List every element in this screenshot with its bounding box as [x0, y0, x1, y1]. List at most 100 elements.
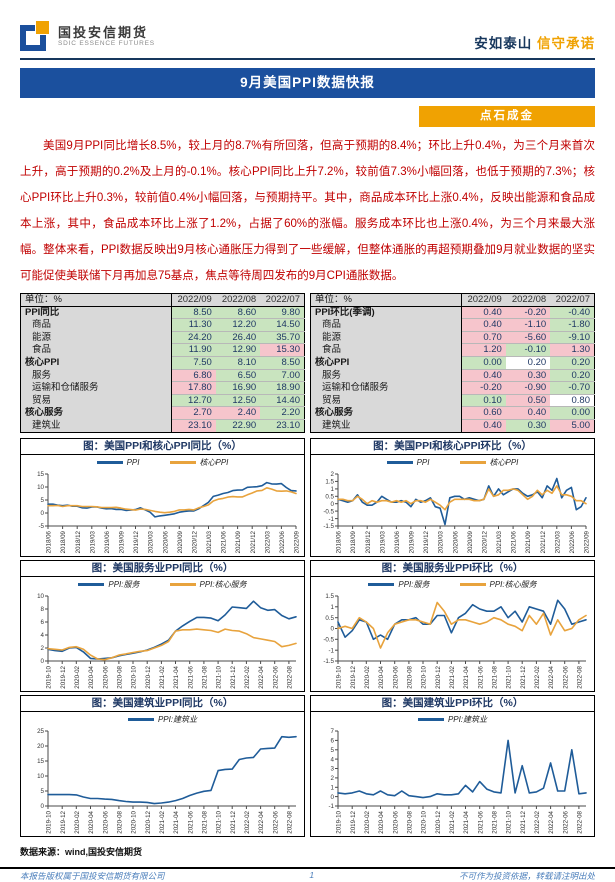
- svg-text:1: 1: [331, 784, 335, 791]
- svg-text:2021-02: 2021-02: [449, 665, 456, 688]
- svg-text:2020/09: 2020/09: [177, 530, 184, 553]
- column-header: 2022/08: [215, 293, 261, 307]
- legend-item: 核心PPI: [169, 457, 229, 468]
- svg-text:2020-02: 2020-02: [74, 665, 81, 688]
- svg-text:2021-12: 2021-12: [230, 810, 237, 833]
- svg-text:2020-12: 2020-12: [435, 665, 442, 688]
- svg-text:-1: -1: [328, 647, 334, 654]
- svg-text:2021-06: 2021-06: [187, 810, 194, 833]
- company-logo: 国投安信期货 SDIC ESSENCE FUTURES: [20, 20, 155, 52]
- svg-text:2021-04: 2021-04: [463, 665, 470, 688]
- svg-text:0: 0: [41, 510, 45, 517]
- brand-name-cn: 国投安信期货: [58, 24, 149, 40]
- svg-text:1: 1: [331, 486, 335, 493]
- table-row: 贸易 0.10 0.50 0.80: [310, 394, 595, 408]
- data-source-note: 数据来源：wind,国投安信期货: [20, 846, 142, 857]
- legend-item: PPI:服务: [368, 579, 430, 590]
- table-row: 商品 0.40 -1.10 -1.80: [310, 318, 595, 332]
- table-cell: 0.20: [550, 356, 595, 370]
- table-header-row: 单位：% 2022/09 2022/08 2022/07: [20, 293, 305, 307]
- legend-line-swatch: [78, 583, 105, 586]
- svg-text:2019/09: 2019/09: [119, 530, 126, 553]
- row-label: 商品: [310, 318, 462, 332]
- table-cell: 0.60: [461, 406, 506, 420]
- table-cell: 9.80: [260, 306, 305, 320]
- svg-text:2020/12: 2020/12: [192, 530, 199, 553]
- svg-text:2020-10: 2020-10: [131, 665, 138, 688]
- table-cell: 7.50: [171, 356, 216, 370]
- svg-text:2020-08: 2020-08: [117, 810, 124, 833]
- svg-text:2022-04: 2022-04: [548, 810, 555, 833]
- svg-text:2020-06: 2020-06: [102, 810, 109, 833]
- svg-text:2021-10: 2021-10: [216, 810, 223, 833]
- table-row: 服务 0.40 0.30 0.20: [310, 369, 595, 383]
- svg-text:2019-12: 2019-12: [350, 665, 357, 688]
- svg-text:2021-12: 2021-12: [520, 665, 527, 688]
- svg-text:2019/06: 2019/06: [394, 530, 401, 553]
- table-row: 核心服务 0.60 0.40 0.00: [310, 406, 595, 420]
- column-header: 2022/07: [260, 293, 305, 307]
- svg-text:7: 7: [331, 728, 335, 735]
- svg-text:2020-08: 2020-08: [117, 665, 124, 688]
- table-cell: 0.00: [461, 356, 506, 370]
- table-cell: -1.80: [550, 318, 595, 332]
- svg-text:2020-10: 2020-10: [131, 810, 138, 833]
- table-cell: 0.40: [461, 419, 506, 433]
- svg-text:2021-10: 2021-10: [216, 665, 223, 688]
- svg-text:2020-12: 2020-12: [145, 665, 152, 688]
- chart-legend: PPI 核心PPI: [21, 455, 304, 470]
- chart-panel-ppi-yoy: 图：美国PPI和核心PPI同比（%） PPI 核心PPI -5 0 5 10 15 2018…: [20, 437, 305, 557]
- svg-text:0: 0: [331, 500, 335, 507]
- table-cell: 2.70: [171, 406, 216, 420]
- services-ppi-yoy-chart: 0 2 4 6 8 10 2019-10 2019-12 2020-02 2020-04 2020-…: [37, 593, 297, 688]
- svg-text:2021/12: 2021/12: [250, 530, 257, 553]
- svg-text:2018/09: 2018/09: [350, 530, 357, 553]
- svg-text:2: 2: [331, 471, 335, 478]
- legend-item: PPI:服务: [78, 579, 140, 590]
- legend-label: 核心PPI: [489, 457, 519, 467]
- svg-text:2020-02: 2020-02: [364, 810, 371, 833]
- svg-text:2021/09: 2021/09: [235, 530, 242, 553]
- legend-label: PPI:建筑业: [447, 714, 488, 724]
- legend-line-swatch: [127, 718, 154, 721]
- table-cell: 5.00: [550, 419, 595, 433]
- table-cell: 24.20: [171, 331, 216, 345]
- svg-text:2020/03: 2020/03: [148, 530, 155, 553]
- table-row: PPI环比(季调) 0.40 -0.20 -0.40: [310, 306, 595, 320]
- row-label: 能源: [20, 331, 172, 344]
- table-cell: 8.10: [215, 356, 261, 370]
- legend-label: 核心PPI: [199, 457, 229, 467]
- legend-item: PPI:建筑业: [417, 714, 488, 725]
- svg-text:2020-02: 2020-02: [74, 810, 81, 833]
- chart-legend: PPI:建筑业: [311, 712, 594, 727]
- svg-text:2019-10: 2019-10: [46, 665, 53, 688]
- table-cell: -1.10: [505, 318, 551, 332]
- svg-text:2018/06: 2018/06: [336, 530, 343, 553]
- summary-paragraph: 美国9月PPI同比增长8.5%，较上月的8.7%有所回落，但高于预期的8.4%；…: [20, 140, 595, 282]
- svg-text:2021-02: 2021-02: [159, 665, 166, 688]
- svg-text:2022-04: 2022-04: [548, 665, 555, 688]
- footer-disclaimer: 不可作为投资依据，转载请注明出处: [458, 870, 595, 881]
- svg-text:-0.5: -0.5: [323, 636, 334, 643]
- table-cell: 23.10: [171, 419, 216, 433]
- svg-text:2021/06: 2021/06: [221, 530, 228, 553]
- table-cell: -0.20: [505, 306, 551, 320]
- svg-text:2020/12: 2020/12: [482, 530, 489, 553]
- svg-text:2018/06: 2018/06: [46, 530, 53, 553]
- charts-grid: 图：美国PPI和核心PPI同比（%） PPI 核心PPI -5 0 5 10 15 2018…: [20, 437, 595, 837]
- chart-panel-ppi-mom: 图：美国PPI和核心PPI环比（%） PPI 核心PPI -1.5 -1 -0.5 0 0…: [310, 437, 595, 557]
- svg-text:2020/03: 2020/03: [438, 530, 445, 553]
- svg-text:-0.5: -0.5: [323, 508, 334, 515]
- table-cell: 0.70: [461, 331, 506, 345]
- svg-text:0: 0: [331, 793, 335, 800]
- svg-text:10: 10: [37, 593, 44, 600]
- table-cell: 0.40: [461, 369, 506, 383]
- stamp-badge: 点石成金: [419, 106, 595, 127]
- table-cell: 0.10: [461, 394, 506, 408]
- legend-line-swatch: [96, 461, 123, 464]
- ppi-yoy-chart: -5 0 5 10 15 2018/06 2018/09 2018/12 2019/03 2019…: [37, 471, 300, 553]
- table-cell: 12.20: [215, 318, 261, 332]
- svg-text:2020-10: 2020-10: [421, 665, 428, 688]
- row-label: 核心服务: [310, 406, 462, 420]
- svg-text:2019-12: 2019-12: [350, 810, 357, 833]
